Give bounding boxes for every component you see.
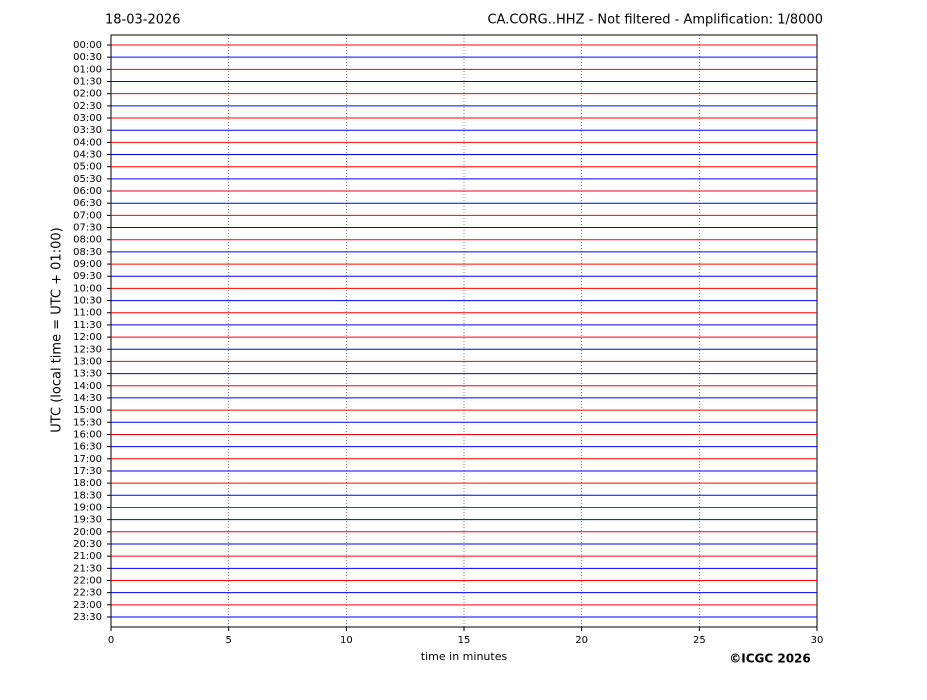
y-tick-label: 11:00 — [73, 308, 102, 319]
y-tick-label: 00:30 — [73, 52, 102, 63]
y-tick-label: 23:00 — [73, 600, 102, 611]
y-tick-label: 15:30 — [73, 417, 102, 428]
y-tick-label: 21:00 — [73, 551, 102, 562]
y-tick-label: 12:00 — [73, 332, 102, 343]
y-tick-label: 05:30 — [73, 174, 102, 185]
y-tick-label: 06:00 — [73, 186, 102, 197]
y-tick-label: 17:00 — [73, 454, 102, 465]
y-tick-label: 21:30 — [73, 563, 102, 574]
x-tick-label: 30 — [811, 635, 824, 646]
y-tick-label: 18:00 — [73, 478, 102, 489]
y-tick-label: 09:00 — [73, 259, 102, 270]
y-tick-label: 10:00 — [73, 283, 102, 294]
y-tick-label: 08:00 — [73, 235, 102, 246]
y-tick-label: 06:30 — [73, 198, 102, 209]
y-tick-label: 20:30 — [73, 539, 102, 550]
x-tick-label: 15 — [458, 635, 471, 646]
y-tick-label: 13:30 — [73, 369, 102, 380]
y-tick-label: 16:30 — [73, 442, 102, 453]
y-tick-label: 18:30 — [73, 490, 102, 501]
y-tick-label: 14:30 — [73, 393, 102, 404]
plot-frame — [110, 34, 818, 628]
x-tick-label: 10 — [340, 635, 353, 646]
date: 18-03-2026 — [105, 13, 181, 28]
y-tick-label: 11:30 — [73, 320, 102, 331]
y-tick-label: 19:30 — [73, 515, 102, 526]
y-tick-label: 07:30 — [73, 223, 102, 234]
x-tick-label: 5 — [225, 635, 231, 646]
y-tick-label: 03:00 — [73, 113, 102, 124]
y-tick-label: 02:00 — [73, 89, 102, 100]
y-tick-label: 22:00 — [73, 575, 102, 586]
x-tick-label: 0 — [108, 635, 114, 646]
y-tick-label: 09:30 — [73, 271, 102, 282]
copyright: ©ICGC 2026 — [729, 652, 811, 666]
y-tick-label: 13:00 — [73, 356, 102, 367]
y-tick-label: 20:00 — [73, 527, 102, 538]
y-tick-label: 15:00 — [73, 405, 102, 416]
y-tick-label: 04:30 — [73, 150, 102, 161]
y-tick-label: 19:00 — [73, 502, 102, 513]
y-tick-label: 22:30 — [73, 588, 102, 599]
y-tick-label: 01:00 — [73, 64, 102, 75]
y-tick-label: 17:30 — [73, 466, 102, 477]
y-tick-label: 08:30 — [73, 247, 102, 258]
y-tick-label: 14:00 — [73, 381, 102, 392]
y-tick-label: 23:30 — [73, 612, 102, 623]
y-tick-label: 01:30 — [73, 77, 102, 88]
x-tick-label: 25 — [693, 635, 706, 646]
y-tick-label: 02:30 — [73, 101, 102, 112]
x-tick-label: 20 — [575, 635, 588, 646]
y-tick-label: 00:00 — [73, 40, 102, 51]
chart-title: CA.CORG..HHZ - Not filtered - Amplificat… — [487, 13, 823, 28]
x-axis-label: time in minutes — [421, 650, 508, 663]
y-tick-label: 07:00 — [73, 210, 102, 221]
y-axis-label: UTC (local time = UTC + 01:00) — [50, 227, 65, 432]
y-tick-label: 10:30 — [73, 296, 102, 307]
y-tick-label: 04:00 — [73, 137, 102, 148]
y-tick-label: 16:00 — [73, 429, 102, 440]
y-tick-label: 03:30 — [73, 125, 102, 136]
y-tick-label: 12:30 — [73, 344, 102, 355]
y-tick-label: 05:00 — [73, 162, 102, 173]
